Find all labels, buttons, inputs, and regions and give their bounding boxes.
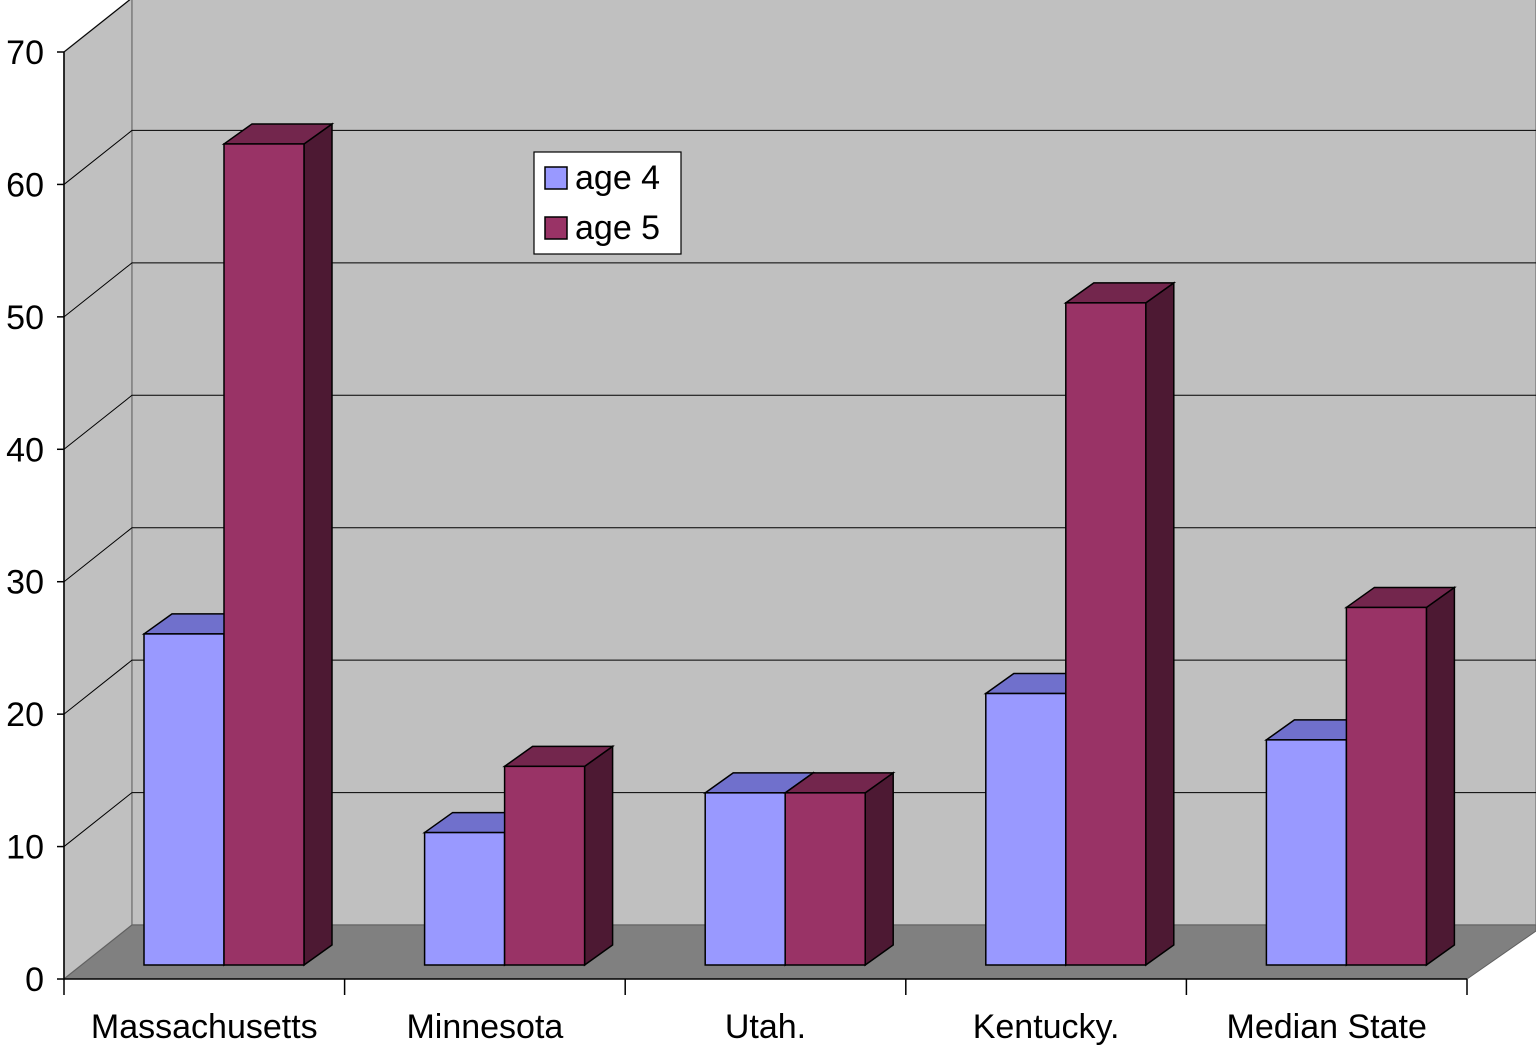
- legend-label: age 4: [575, 159, 660, 197]
- bar-age5-2: [782, 771, 896, 967]
- y-tick-label: 60: [6, 166, 44, 204]
- y-tick-label: 30: [6, 564, 44, 602]
- y-tick-label: 40: [6, 431, 44, 469]
- bar-front: [1265, 739, 1348, 966]
- bar-front: [985, 692, 1067, 966]
- legend-swatch: [544, 166, 568, 190]
- gridline: [63, 0, 131, 53]
- x-tick-label: Minnesota: [406, 1008, 563, 1045]
- bar-age5-1: [502, 744, 615, 967]
- bar-side: [1145, 281, 1175, 967]
- chart-walls: [63, 0, 1536, 981]
- gridline: [63, 129, 1536, 185]
- bar-front: [784, 792, 866, 966]
- bar-age5-4: [1344, 585, 1457, 967]
- bar-front: [704, 792, 786, 966]
- bar-side: [303, 122, 333, 967]
- x-tick-label: Massachusetts: [91, 1008, 318, 1045]
- x-tick-label: Utah.: [725, 1008, 806, 1045]
- back-wall: [131, 0, 1536, 926]
- x-axis: Massachusetts Minnesota Utah. Kentucky. Medi…: [63, 978, 1468, 1045]
- bar-age5-0: [221, 122, 335, 967]
- side-wall: [63, 0, 133, 981]
- bar-side: [583, 744, 614, 967]
- y-tick-label: 0: [25, 961, 44, 999]
- gridline: [63, 262, 1536, 318]
- bar-side: [1425, 585, 1456, 967]
- y-tick-label: 10: [6, 829, 44, 867]
- y-tick-label: 70: [6, 34, 44, 72]
- x-tick-label: Median State: [1227, 1008, 1427, 1045]
- bar-front: [503, 765, 586, 966]
- bar-side: [864, 771, 894, 967]
- bar-front: [1345, 606, 1428, 966]
- bar-age5-3: [1063, 281, 1177, 967]
- bars: [141, 122, 1457, 967]
- y-axis: 0 10 20 30 40 50 60 70: [6, 34, 65, 999]
- x-tick-label: Kentucky.: [973, 1008, 1120, 1045]
- legend-label: age 5: [575, 209, 660, 247]
- legend: age 4 age 5: [533, 151, 682, 255]
- bar-front: [1065, 302, 1147, 966]
- y-tick-label: 50: [6, 299, 44, 337]
- y-tick-label: 20: [6, 696, 44, 734]
- bar-front: [143, 633, 225, 966]
- bar-front: [223, 143, 305, 966]
- legend-swatch: [544, 216, 568, 240]
- bar-front: [423, 831, 506, 966]
